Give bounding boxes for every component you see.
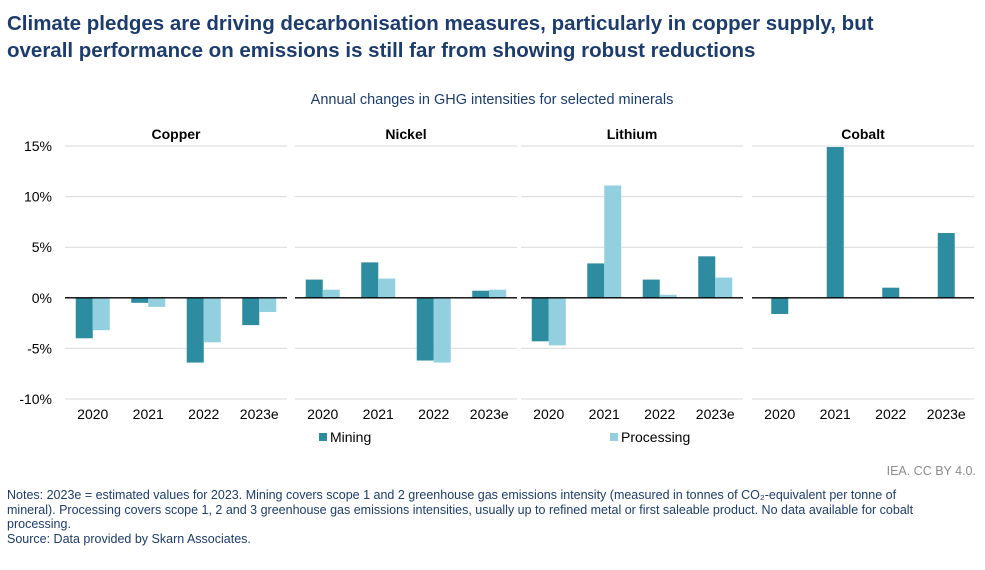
x-tick-label: 2020 — [307, 406, 338, 422]
bar-copper-processing-2022 — [203, 297, 221, 343]
x-tick-label: 2022 — [875, 406, 906, 422]
x-tick-label: 2021 — [363, 406, 394, 422]
panel-title-nickel: Nickel — [385, 126, 426, 142]
bar-lithium-mining-2020 — [531, 297, 549, 342]
bar-cobalt-mining-2023e — [937, 233, 955, 298]
notes-line-2: mineral). Processing covers scope 1, 2 a… — [7, 502, 914, 517]
bar-copper-processing-2023e — [259, 297, 277, 312]
y-tick-label: 5% — [32, 239, 52, 255]
bar-lithium-mining-2022 — [642, 279, 660, 298]
bar-cobalt-mining-2022 — [882, 287, 900, 298]
source-line: Source: Data provided by Skarn Associate… — [7, 531, 251, 546]
panel-title-lithium: Lithium — [607, 126, 658, 142]
bar-copper-processing-2020 — [92, 297, 110, 331]
bar-lithium-processing-2020 — [548, 297, 566, 346]
bar-nickel-mining-2023e — [472, 290, 490, 298]
chart-title: Annual changes in GHG intensities for se… — [311, 92, 674, 108]
x-tick-label: 2020 — [533, 406, 564, 422]
notes-line-3: processing. — [7, 517, 71, 531]
legend-label-mining: Mining — [330, 429, 371, 445]
x-tick-label: 2022 — [644, 406, 675, 422]
bar-lithium-processing-2021 — [604, 185, 622, 298]
headline-line-1: Climate pledges are driving decarbonisat… — [7, 12, 874, 35]
bar-lithium-processing-2022 — [659, 294, 677, 298]
bar-cobalt-mining-2020 — [771, 297, 789, 314]
legend-swatch-mining — [319, 433, 327, 441]
panel-title-copper: Copper — [152, 126, 202, 142]
x-tick-label: 2021 — [589, 406, 620, 422]
x-tick-label: 2023e — [470, 406, 509, 422]
bar-lithium-processing-2023e — [715, 277, 733, 298]
legend-label-processing: Processing — [621, 429, 690, 445]
bar-nickel-processing-2023e — [489, 289, 507, 298]
y-tick-label: 0% — [32, 290, 52, 306]
bar-nickel-processing-2021 — [378, 278, 396, 298]
bar-copper-mining-2020 — [75, 297, 93, 339]
panel-title-cobalt: Cobalt — [841, 126, 885, 142]
bar-nickel-processing-2020 — [322, 289, 340, 298]
y-tick-label: -10% — [19, 391, 52, 407]
x-tick-label: 2023e — [240, 406, 279, 422]
notes: Notes: 2023e = estimated values for 2023… — [7, 488, 972, 546]
bar-cobalt-mining-2021 — [826, 147, 844, 298]
bar-nickel-mining-2022 — [416, 297, 434, 361]
bar-lithium-mining-2021 — [587, 263, 605, 298]
x-tick-label: 2021 — [133, 406, 164, 422]
bar-nickel-mining-2021 — [361, 262, 379, 298]
x-tick-label: 2020 — [764, 406, 795, 422]
y-tick-label: 10% — [24, 189, 52, 205]
x-tick-label: 2023e — [696, 406, 735, 422]
bar-copper-processing-2021 — [148, 297, 166, 307]
x-tick-label: 2023e — [927, 406, 966, 422]
ghg-intensity-chart: Annual changes in GHG intensities for se… — [19, 92, 974, 445]
notes-line-1: Notes: 2023e = estimated values for 2023… — [7, 488, 897, 502]
bar-nickel-processing-2022 — [433, 297, 451, 363]
y-tick-label: 15% — [24, 138, 52, 154]
bar-nickel-mining-2020 — [305, 279, 323, 298]
y-tick-label: -5% — [27, 340, 52, 356]
bar-lithium-mining-2023e — [698, 256, 716, 298]
legend-swatch-processing — [610, 433, 618, 441]
bar-copper-mining-2021 — [131, 297, 149, 303]
x-tick-label: 2020 — [77, 406, 108, 422]
bar-copper-mining-2023e — [242, 297, 260, 326]
bar-copper-mining-2022 — [186, 297, 204, 363]
credit-text: IEA. CC BY 4.0. — [886, 464, 976, 478]
x-tick-label: 2021 — [820, 406, 851, 422]
x-tick-label: 2022 — [418, 406, 449, 422]
headline: Climate pledges are driving decarbonisat… — [7, 10, 977, 64]
x-tick-label: 2022 — [188, 406, 219, 422]
headline-line-2: overall performance on emissions is stil… — [7, 39, 756, 62]
